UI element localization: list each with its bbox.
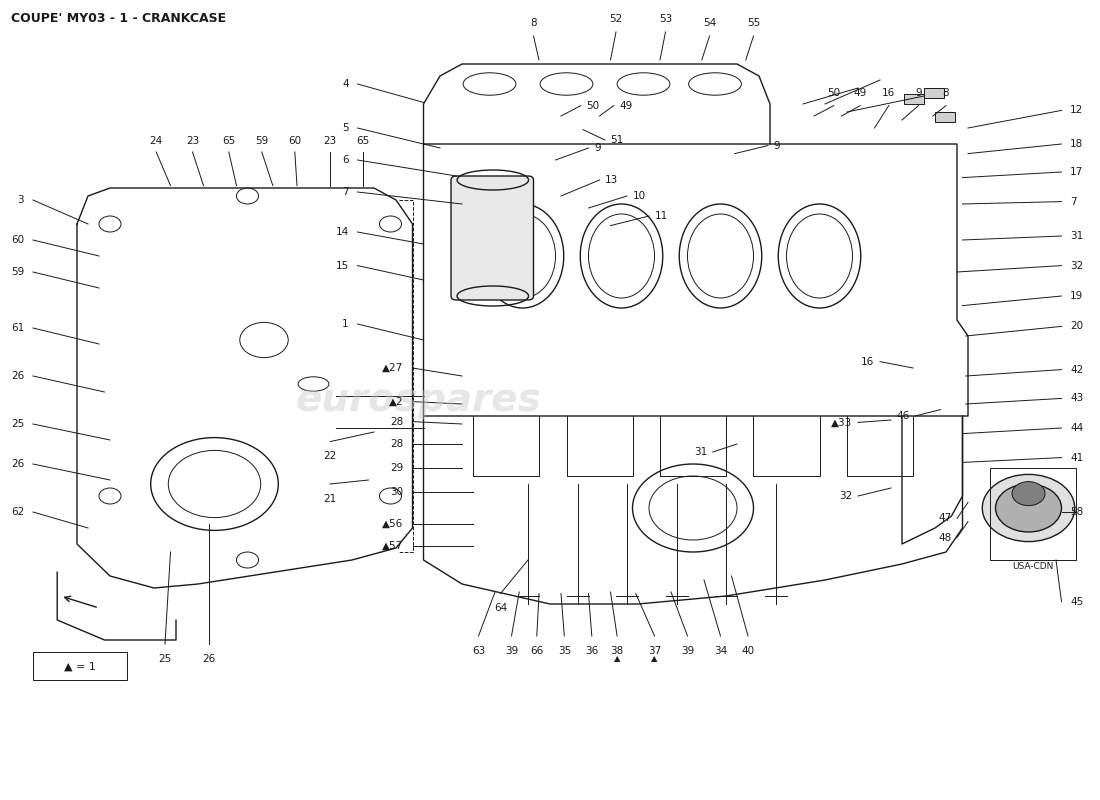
Text: 40: 40 — [741, 646, 755, 656]
Text: 62: 62 — [11, 507, 24, 517]
Text: 52: 52 — [609, 14, 623, 24]
Text: 11: 11 — [654, 211, 668, 221]
Text: 38: 38 — [610, 646, 624, 656]
Text: 18: 18 — [1070, 139, 1084, 149]
Text: 15: 15 — [336, 261, 349, 270]
Bar — [904, 94, 924, 104]
Text: 60: 60 — [11, 235, 24, 245]
Circle shape — [1012, 482, 1045, 506]
Text: 35: 35 — [558, 646, 571, 656]
Text: 22: 22 — [323, 451, 337, 461]
Text: 21: 21 — [323, 494, 337, 504]
Text: COUPE' MY03 - 1 - CRANKCASE: COUPE' MY03 - 1 - CRANKCASE — [11, 12, 227, 25]
Text: 66: 66 — [530, 646, 543, 656]
Text: 23: 23 — [323, 135, 337, 146]
Text: 58: 58 — [1070, 507, 1084, 517]
Text: 7: 7 — [1070, 197, 1077, 206]
Text: 9: 9 — [915, 88, 922, 98]
Text: 31: 31 — [1070, 231, 1084, 241]
Text: 12: 12 — [1070, 106, 1084, 115]
Text: 14: 14 — [336, 227, 349, 237]
Text: 51: 51 — [610, 135, 624, 145]
Text: 26: 26 — [11, 459, 24, 469]
Text: ▲: ▲ — [651, 654, 658, 662]
Text: ▲27: ▲27 — [383, 363, 404, 373]
Text: 6: 6 — [342, 155, 349, 165]
Text: 44: 44 — [1070, 423, 1084, 433]
Text: 8: 8 — [943, 88, 949, 98]
Text: USA-CDN: USA-CDN — [1012, 562, 1054, 571]
Text: 3: 3 — [18, 195, 24, 205]
Text: 5: 5 — [342, 123, 349, 133]
Bar — [924, 88, 944, 98]
Text: 36: 36 — [585, 646, 598, 656]
Text: 55: 55 — [747, 18, 760, 28]
Text: 8: 8 — [530, 18, 537, 28]
Text: ▲2: ▲2 — [389, 397, 404, 406]
Text: 54: 54 — [703, 18, 716, 28]
Text: 26: 26 — [11, 371, 24, 381]
Text: 48: 48 — [938, 533, 952, 542]
Text: 50: 50 — [586, 101, 600, 110]
Text: 4: 4 — [342, 79, 349, 89]
Text: 50: 50 — [827, 88, 840, 98]
Text: 41: 41 — [1070, 453, 1084, 462]
Text: ▲ = 1: ▲ = 1 — [65, 662, 96, 671]
Circle shape — [996, 484, 1062, 532]
Text: 39: 39 — [505, 646, 518, 656]
Text: 1: 1 — [342, 319, 349, 329]
Text: ▲: ▲ — [614, 654, 620, 662]
FancyBboxPatch shape — [451, 176, 534, 300]
Text: 25: 25 — [11, 419, 24, 429]
Text: 9: 9 — [594, 143, 601, 153]
Text: 46: 46 — [896, 411, 910, 421]
Text: 7: 7 — [342, 187, 349, 197]
Text: 29: 29 — [390, 463, 404, 473]
Text: 28: 28 — [390, 417, 404, 426]
Text: 19: 19 — [1070, 291, 1084, 301]
Text: 47: 47 — [938, 514, 952, 523]
Text: 65: 65 — [356, 135, 370, 146]
Text: 31: 31 — [694, 447, 707, 457]
Text: 9: 9 — [773, 141, 780, 150]
Text: 28: 28 — [390, 439, 404, 449]
Text: 49: 49 — [619, 101, 632, 110]
Text: 63: 63 — [472, 646, 485, 656]
Text: 61: 61 — [11, 323, 24, 333]
Text: 65: 65 — [222, 135, 235, 146]
Text: 16: 16 — [882, 88, 895, 98]
Text: 37: 37 — [648, 646, 661, 656]
Text: ▲56: ▲56 — [383, 519, 404, 529]
Text: 26: 26 — [202, 654, 216, 664]
Text: ▲57: ▲57 — [383, 541, 404, 550]
Text: 23: 23 — [186, 135, 199, 146]
Text: 17: 17 — [1070, 167, 1084, 177]
Text: 43: 43 — [1070, 394, 1084, 403]
Text: 45: 45 — [1070, 597, 1084, 606]
Text: 25: 25 — [158, 654, 172, 664]
Text: 49: 49 — [854, 88, 867, 98]
Bar — [935, 112, 955, 122]
Text: 60: 60 — [288, 135, 301, 146]
Text: 39: 39 — [681, 646, 694, 656]
Text: 59: 59 — [11, 267, 24, 277]
Text: 59: 59 — [255, 135, 268, 146]
Text: 10: 10 — [632, 191, 646, 201]
Text: 24: 24 — [150, 135, 163, 146]
Bar — [990, 468, 1076, 560]
Text: 34: 34 — [714, 646, 727, 656]
Text: 64: 64 — [494, 603, 507, 613]
Text: 13: 13 — [605, 175, 618, 185]
Text: 32: 32 — [839, 491, 853, 501]
Text: 32: 32 — [1070, 261, 1084, 270]
Text: 42: 42 — [1070, 365, 1084, 374]
Text: ▲33: ▲33 — [832, 418, 852, 427]
Text: 53: 53 — [659, 14, 672, 24]
Bar — [33, 652, 126, 680]
Text: 20: 20 — [1070, 322, 1084, 331]
Text: 16: 16 — [861, 357, 875, 366]
Text: 30: 30 — [390, 487, 404, 497]
Text: eurospares: eurospares — [295, 381, 541, 419]
Circle shape — [982, 474, 1075, 542]
